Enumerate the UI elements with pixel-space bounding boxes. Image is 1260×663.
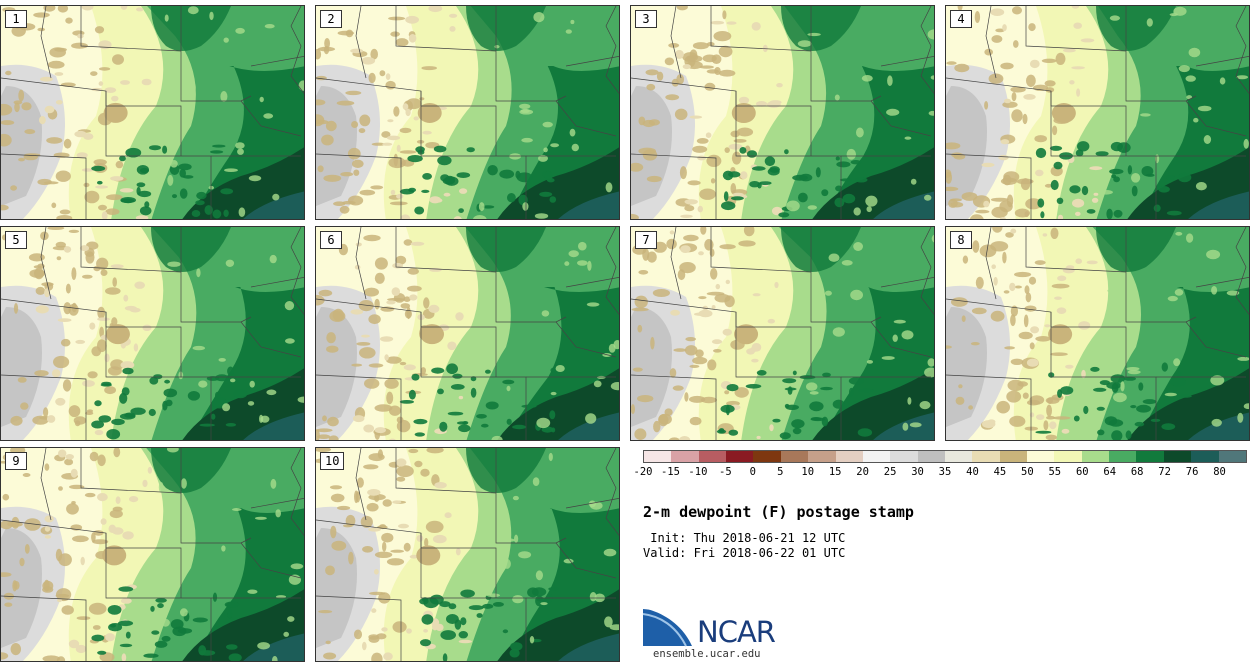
colorbar-swatch (671, 451, 699, 462)
colorbar: -20 -15 -10 -5 0 5 10 15 20 25 30 35 40 45 50 55 60 64 68 7… (634, 450, 1247, 478)
colorbar-swatch (972, 451, 1000, 462)
map-panel-5: 5 (0, 226, 305, 441)
colorbar-swatch (862, 451, 891, 462)
map-panel-10: 10 (315, 447, 620, 662)
colorbar-tick-label: 20 (856, 466, 869, 478)
panel-number: 7 (635, 231, 657, 249)
panel-number: 4 (950, 10, 972, 28)
plot-title: 2-m dewpoint (F) postage stamp (643, 503, 914, 521)
colorbar-swatch (644, 451, 672, 462)
colorbar-swatch (1054, 451, 1082, 462)
colorbar-tick-label: 76 (1185, 466, 1199, 478)
colorbar-tick-label: 72 (1158, 466, 1171, 478)
colorbar-tick-label: 35 (938, 466, 952, 478)
colorbar-swatch (917, 451, 945, 462)
colorbar-swatch (999, 451, 1028, 462)
colorbar-tick-label: -5 (719, 466, 732, 478)
colorbar-swatch (698, 451, 727, 462)
colorbar-tick-label: 80 (1213, 466, 1226, 478)
colorbar-swatch (1218, 451, 1246, 462)
colorbar-swatch (1027, 451, 1055, 462)
colorbar-swatch (1191, 451, 1219, 462)
map-panel-1: 1 (0, 5, 305, 220)
init-time: Init: Thu 2018-06-21 12 UTC (643, 531, 846, 545)
colorbar-tick-label: 5 (777, 466, 784, 478)
map-panel-7: 7 (630, 226, 935, 441)
map-panel-2: 2 (315, 5, 620, 220)
colorbar-swatch (1136, 451, 1164, 462)
ncar-logo-text: NCAR (697, 615, 776, 649)
colorbar-swatch (808, 451, 836, 462)
colorbar-swatch (726, 451, 754, 462)
colorbar-swatch (1081, 451, 1110, 462)
map-panel-4: 4 (945, 5, 1250, 220)
colorbar-tick-labels: -20 -15 -10 -5 0 5 10 15 20 25 30 35 40 45 50 55 60 64 68 7… (634, 463, 1247, 478)
panel-number: 6 (320, 231, 342, 249)
site-url: ensemble.ucar.edu (653, 648, 761, 660)
colorbar-tick-label: 10 (801, 466, 815, 478)
colorbar-swatch (835, 451, 863, 462)
colorbar-tick-label: 40 (966, 466, 979, 478)
map-panel-3: 3 (630, 5, 935, 220)
colorbar-tick-label: 68 (1130, 466, 1144, 478)
colorbar-swatch (1163, 451, 1192, 462)
panel-number: 2 (320, 10, 342, 28)
panel-number: 8 (950, 231, 972, 249)
panel-number: 1 (5, 10, 27, 28)
colorbar-swatch (753, 451, 781, 462)
colorbar-tick-label: 0 (749, 466, 756, 478)
map-panel-9: 9 (0, 447, 305, 662)
colorbar-tick-label: 60 (1075, 466, 1089, 478)
ncar-logo (642, 607, 695, 647)
panel-number: 3 (635, 10, 657, 28)
colorbar-tick-label: -15 (660, 466, 680, 478)
colorbar-swatch (780, 451, 809, 462)
colorbar-swatches (643, 450, 1247, 463)
panel-number: 10 (320, 452, 345, 470)
colorbar-tick-label: -20 (633, 466, 653, 478)
colorbar-swatch (890, 451, 918, 462)
colorbar-swatch (1109, 451, 1137, 462)
valid-time: Valid: Fri 2018-06-22 01 UTC (643, 546, 846, 560)
colorbar-tick-label: 64 (1103, 466, 1117, 478)
colorbar-swatch (944, 451, 973, 462)
panel-number: 9 (5, 452, 27, 470)
colorbar-tick-label: 55 (1048, 466, 1062, 478)
colorbar-tick-label: 45 (993, 466, 1007, 478)
colorbar-tick-label: 25 (883, 466, 897, 478)
colorbar-tick-label: 15 (828, 466, 842, 478)
colorbar-tick-label: 50 (1021, 466, 1034, 478)
colorbar-tick-label: 30 (911, 466, 924, 478)
map-panel-6: 6 (315, 226, 620, 441)
map-panel-8: 8 (945, 226, 1250, 441)
panel-number: 5 (5, 231, 27, 249)
colorbar-tick-label: -10 (688, 466, 708, 478)
